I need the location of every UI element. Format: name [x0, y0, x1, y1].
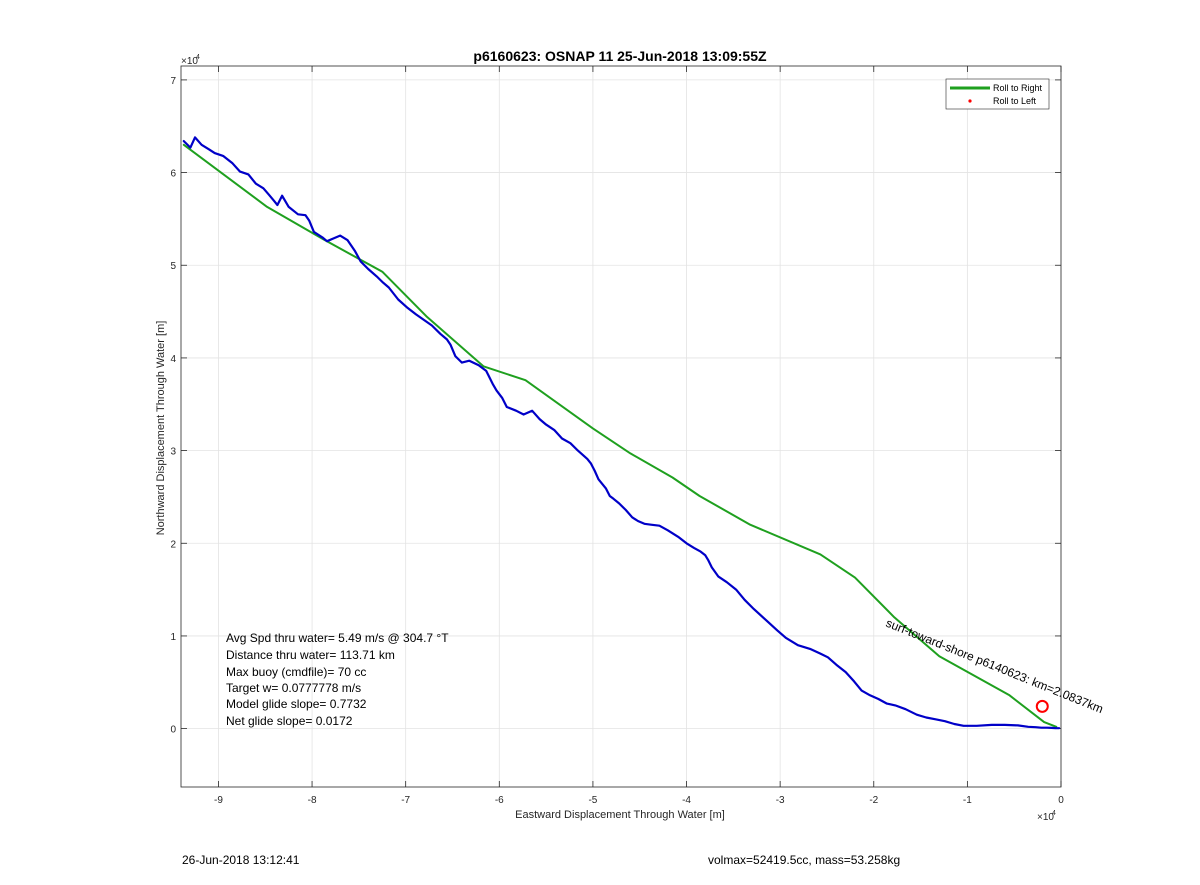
footer-timestamp: 26-Jun-2018 13:12:41	[182, 853, 300, 867]
footer-volmax-mass: volmax=52419.5cc, mass=53.258kg	[708, 853, 901, 867]
x-exponent-base: ×10	[1037, 812, 1054, 823]
stat-target-w: Target w= 0.0777778 m/s	[226, 681, 361, 695]
x-tick-label: -9	[214, 795, 223, 806]
legend: Roll to Right Roll to Left	[945, 78, 1050, 110]
x-tick-label: -3	[776, 795, 785, 806]
x-tick-label: -2	[869, 795, 878, 806]
y-tick-label: 4	[170, 354, 176, 365]
tick-marks	[181, 66, 1062, 787]
y-exponent-power: 4	[196, 54, 200, 61]
y-tick-label: 3	[170, 447, 176, 458]
y-exponent-base: ×10	[181, 56, 198, 67]
stat-distance: Distance thru water= 113.71 km	[226, 648, 395, 662]
y-tick-label: 0	[170, 725, 176, 736]
x-tick-label: -7	[401, 795, 410, 806]
x-exponent-power: 4	[1052, 810, 1056, 817]
series-track-line	[182, 136, 1061, 730]
grid	[181, 66, 1062, 787]
x-exponent: ×10 4	[1037, 810, 1056, 823]
x-tick-label: -6	[495, 795, 504, 806]
x-tick-label: 0	[1058, 795, 1064, 806]
y-axis-label: Northward Displacement Through Water [m]	[155, 321, 167, 536]
legend-label-roll-right: Roll to Right	[993, 83, 1043, 93]
legend-label-roll-left: Roll to Left	[993, 96, 1037, 106]
tick-labels: -9 -8 -7 -6 -5 -4 -3 -2 -1 0 0 1 2 3 4 5 6 7	[170, 76, 1064, 806]
legend-box	[945, 78, 1050, 110]
plot-lines	[182, 136, 1061, 730]
stat-model-glide-slope: Model glide slope= 0.7732	[226, 697, 367, 711]
y-tick-label: 7	[170, 76, 176, 87]
y-tick-label: 5	[170, 261, 176, 272]
legend-swatch-roll-left	[968, 99, 972, 103]
end-position-marker	[1035, 699, 1049, 713]
chart-title: p6160623: OSNAP 11 25-Jun-2018 13:09:55Z	[473, 48, 767, 64]
y-tick-label: 2	[170, 539, 176, 550]
x-tick-label: -1	[963, 795, 972, 806]
stat-avg-speed: Avg Spd thru water= 5.49 m/s @ 304.7 °T	[226, 631, 449, 645]
x-tick-label: -8	[308, 795, 317, 806]
axes-frame	[180, 65, 1062, 788]
stat-net-glide-slope: Net glide slope= 0.0172	[226, 714, 353, 728]
x-tick-label: -4	[682, 795, 691, 806]
stats-annotation: Avg Spd thru water= 5.49 m/s @ 304.7 °T …	[226, 631, 449, 728]
y-tick-label: 1	[170, 632, 176, 643]
x-axis-label: Eastward Displacement Through Water [m]	[515, 809, 725, 821]
series-roll-right-line	[182, 143, 1058, 728]
x-tick-label: -5	[588, 795, 597, 806]
y-exponent: ×10 4	[181, 54, 200, 67]
y-tick-label: 6	[170, 169, 176, 180]
stat-max-buoy: Max buoy (cmdfile)= 70 cc	[226, 665, 366, 679]
